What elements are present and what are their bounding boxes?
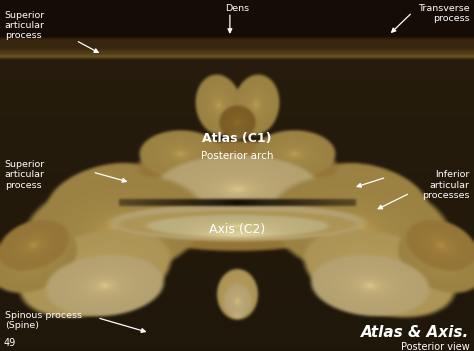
- Text: Axis (C2): Axis (C2): [209, 223, 265, 237]
- Text: Atlas (C1): Atlas (C1): [202, 132, 272, 145]
- Text: Posterior view: Posterior view: [401, 342, 469, 351]
- Text: 49: 49: [4, 338, 16, 348]
- Text: Superior
articular
process: Superior articular process: [5, 11, 45, 40]
- Text: Posterior arch: Posterior arch: [201, 151, 273, 161]
- Text: Dens: Dens: [225, 4, 249, 13]
- Text: Superior
articular
process: Superior articular process: [5, 160, 45, 190]
- Text: Atlas & Axis.: Atlas & Axis.: [361, 325, 469, 340]
- Text: Spinous process
(Spine): Spinous process (Spine): [5, 311, 82, 330]
- Text: Inferior
articular
processes: Inferior articular processes: [422, 170, 469, 200]
- Text: Transverse
process: Transverse process: [418, 4, 469, 23]
